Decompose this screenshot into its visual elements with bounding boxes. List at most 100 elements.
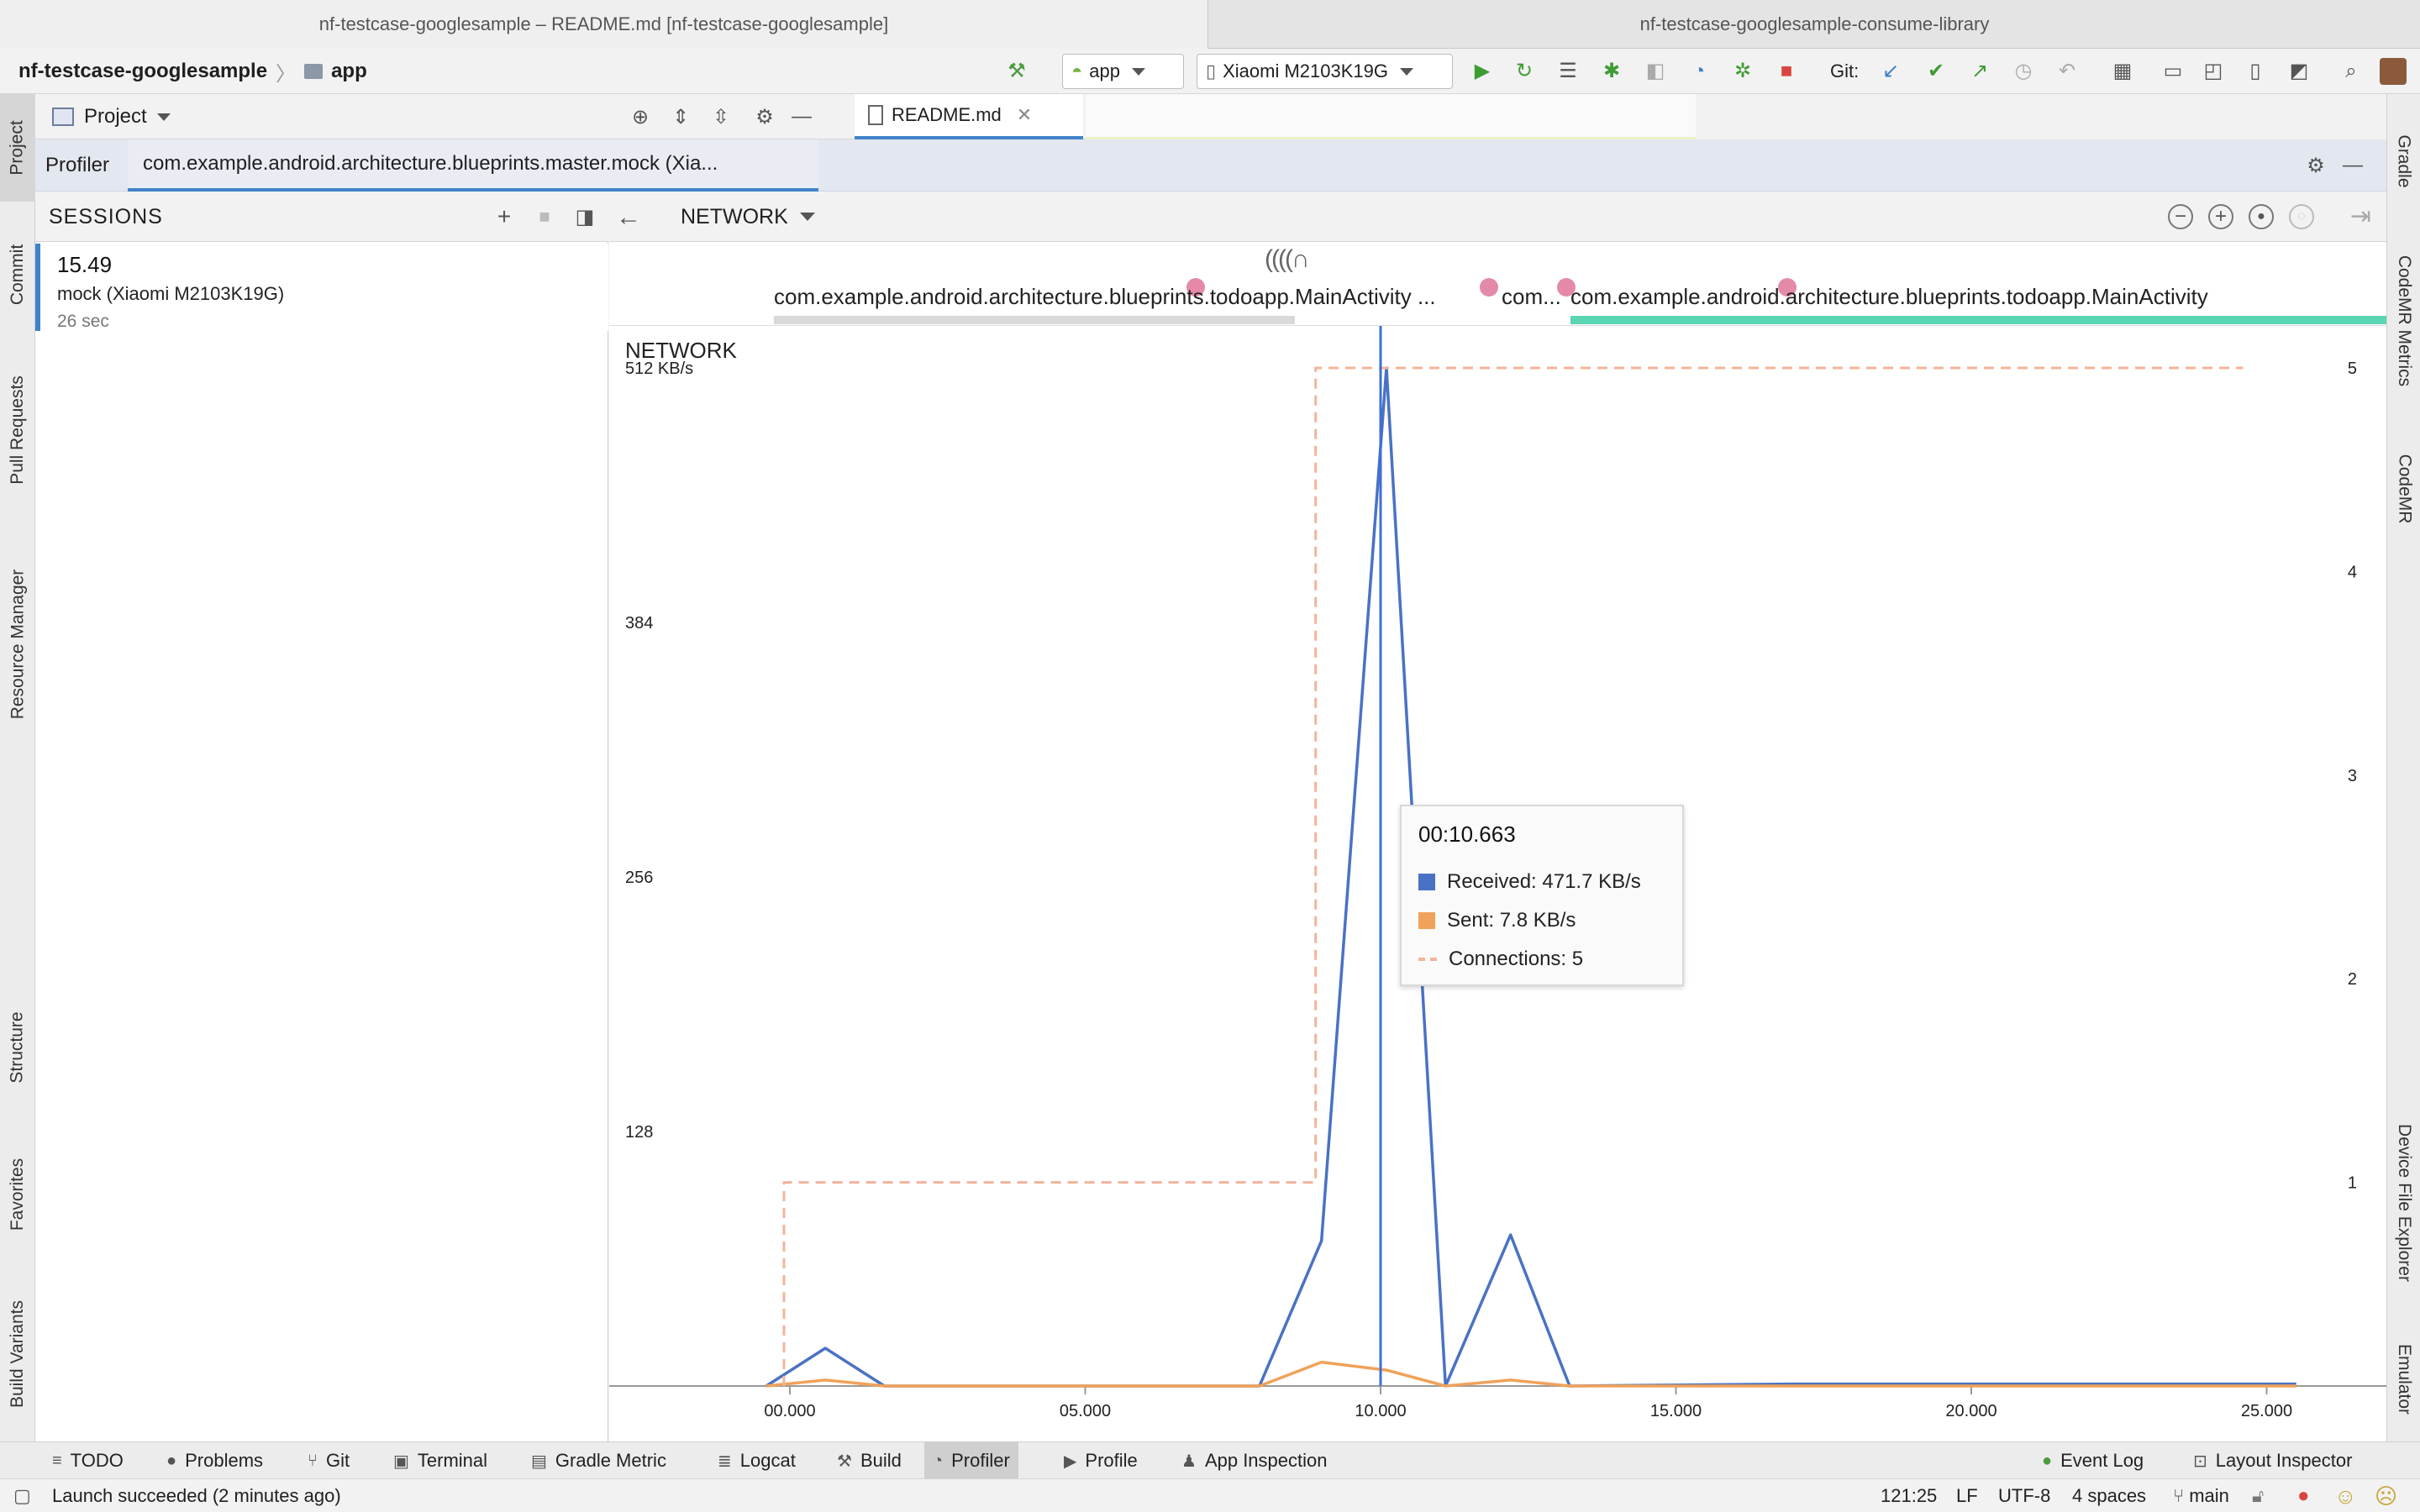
breadcrumb-project[interactable]: nf-testcase-googlesample (18, 60, 268, 82)
tool-tab-codemr-metrics[interactable]: CodeMR Metrics (2387, 228, 2420, 413)
event-dot[interactable] (1186, 278, 1205, 297)
network-chart[interactable]: 00.000 05.000 10.000 15.000 20.000 25.000 512 … (609, 326, 2386, 1441)
tool-tab-device-file-explorer[interactable]: Device File Explorer (2387, 1085, 2420, 1320)
zoom-in-icon[interactable]: + (2208, 204, 2233, 229)
bottom-tool-logcat[interactable]: ≣ Logcat (709, 1442, 804, 1479)
profile-icon[interactable]: ◔ (1692, 60, 1706, 82)
session-device: mock (Xiaomi M2103K19G) (57, 283, 285, 304)
avatar[interactable] (2380, 58, 2407, 85)
reset-zoom-icon[interactable]: ● (2249, 204, 2274, 229)
coverage-icon[interactable]: ◧ (1645, 60, 1665, 82)
zoom-out-icon[interactable]: − (2168, 204, 2193, 229)
feedback-sad-icon[interactable]: ☹ (2375, 1483, 2398, 1509)
hide-panel-icon[interactable]: — (792, 105, 812, 128)
editor-tab-readme[interactable]: README.md ✕ (855, 94, 1083, 139)
device-select[interactable]: ▯ Xiaomi M2103K19G (1197, 54, 1453, 89)
bottom-tool-profile[interactable]: ▶ Profile (1055, 1442, 1146, 1479)
back-arrow-icon[interactable]: ← (616, 203, 641, 231)
gear-icon[interactable]: ⚙ (2307, 154, 2325, 177)
window-tab-readme[interactable]: nf-testcase-googlesample – README.md [nf… (0, 0, 1208, 49)
bottom-tool-layout-inspector[interactable]: ⊡ Layout Inspector (2185, 1442, 2360, 1479)
device-manager-icon[interactable]: ▯ (2249, 60, 2261, 82)
layout-inspector-icon[interactable]: ▭ (2163, 60, 2183, 82)
feedback-happy-icon[interactable]: ☺ (2334, 1483, 2357, 1509)
file-encoding[interactable]: UTF-8 (1998, 1485, 2051, 1506)
line-ending[interactable]: LF (1956, 1485, 1978, 1506)
chevron-down-icon (1132, 67, 1146, 76)
project-panel-header: Project ⊕ ⇕ ⇳ ⚙ — README.md ✕ (35, 94, 1696, 139)
tool-tab-emulator[interactable]: Emulator (2387, 1320, 2420, 1438)
hide-panel-icon[interactable]: — (2343, 154, 2363, 176)
stop-icon[interactable]: ■ (1780, 60, 1793, 82)
toggle-sessions-panel-icon[interactable]: ◨ (575, 205, 595, 228)
session-duration: 26 sec (57, 312, 109, 331)
collapse-all-icon[interactable]: ⇳ (712, 105, 730, 129)
bottom-tool-event-log[interactable]: ● Event Log (2033, 1442, 2152, 1479)
skip-to-live-icon[interactable]: ⇥ (2349, 202, 2371, 230)
expand-all-icon[interactable]: ⇕ (671, 105, 690, 129)
select-opened-file-icon[interactable]: ⊕ (631, 105, 650, 129)
tool-tab-build-variants[interactable]: Build Variants (0, 1270, 35, 1438)
git-push-icon[interactable]: ↗ (1970, 60, 1989, 82)
run-icon[interactable]: ▶ (1474, 60, 1491, 82)
git-history-icon[interactable]: ◷ (2014, 60, 2033, 82)
terminal-icon: ▣ (393, 1452, 409, 1471)
git-label: Git: (1830, 60, 1860, 81)
project-structure-icon[interactable]: ▦ (2112, 60, 2133, 82)
profiler-session-tab[interactable]: com.example.android.architecture.bluepri… (128, 139, 818, 192)
event-dot[interactable] (1557, 278, 1576, 297)
bottom-tool-gradle-metric[interactable]: ▤ Gradle Metric (523, 1442, 675, 1479)
apply-changes-icon[interactable]: ↻ (1515, 60, 1534, 82)
activity-label[interactable]: com... (1502, 284, 1561, 309)
tool-tab-structure[interactable]: Structure (0, 984, 35, 1110)
error-indicator-icon[interactable]: ● (2297, 1484, 2310, 1507)
git-branch-widget[interactable]: ⑂ main (2173, 1479, 2229, 1512)
session-item[interactable]: 15.49 mock (Xiaomi M2103K19G) 26 sec (35, 244, 608, 331)
tool-tab-resource-manager[interactable]: Resource Manager (0, 539, 35, 749)
git-update-icon[interactable]: ↙ (1881, 60, 1900, 82)
project-view-selector[interactable]: Project (52, 94, 171, 139)
bottom-tool-build[interactable]: ⚒ Build (829, 1442, 910, 1479)
bottom-tool-terminal[interactable]: ▣ Terminal (385, 1442, 496, 1479)
tool-tab-gradle[interactable]: Gradle (2387, 102, 2420, 220)
debug-icon[interactable]: ✱ (1602, 60, 1621, 82)
avd-manager-icon[interactable]: ◰ (2203, 60, 2223, 82)
bottom-tool-profiler[interactable]: ◔ Profiler (924, 1442, 1018, 1479)
toggle-tool-windows-icon[interactable]: ▢ (13, 1485, 31, 1506)
event-dot[interactable] (1778, 278, 1797, 297)
status-message[interactable]: Launch succeeded (2 minutes ago) (52, 1485, 341, 1506)
search-icon[interactable]: ⌕ (2345, 60, 2357, 82)
bottom-tool-git[interactable]: ⑂ Git (299, 1442, 358, 1479)
tool-tab-project[interactable]: Project (0, 94, 35, 202)
apply-code-changes-icon[interactable]: ☰ (1559, 60, 1577, 82)
bottom-tool-problems[interactable]: ● Problems (158, 1442, 271, 1479)
zoom-to-selection-icon[interactable]: ◌ (2289, 204, 2314, 229)
git-rollback-icon[interactable]: ↶ (2058, 60, 2076, 82)
tool-tab-pull-requests[interactable]: Pull Requests (0, 346, 35, 514)
activity-label[interactable]: com.example.android.architecture.bluepri… (774, 284, 1436, 309)
tool-tab-favorites[interactable]: Favorites (0, 1127, 35, 1262)
git-commit-icon[interactable]: ✔ (1927, 60, 1945, 82)
bottom-tool-app-inspection[interactable]: ♟ App Inspection (1173, 1442, 1335, 1479)
tool-tab-commit[interactable]: Commit (0, 220, 35, 329)
stop-session-icon[interactable]: ■ (539, 206, 550, 227)
close-icon[interactable]: ✕ (1016, 104, 1033, 125)
y-left-tick-label: 256 (625, 869, 653, 887)
add-session-icon[interactable]: + (497, 203, 512, 229)
indent-setting[interactable]: 4 spaces (2072, 1485, 2147, 1506)
activity-label[interactable]: com.example.android.architecture.bluepri… (1570, 284, 2208, 309)
breadcrumb-module[interactable]: app (331, 60, 367, 82)
lock-icon[interactable]: 🔓︎ (2252, 1485, 2265, 1506)
event-dot[interactable] (1480, 278, 1498, 297)
sdk-manager-icon[interactable]: ◩ (2289, 60, 2309, 82)
window-tab-consume-library[interactable]: nf-testcase-googlesample-consume-library (1209, 0, 2420, 49)
bottom-tool-todo[interactable]: ≡ TODO (44, 1442, 132, 1479)
gear-icon[interactable]: ⚙ (755, 105, 774, 129)
run-config-select[interactable]: ◓ app (1062, 54, 1184, 89)
tool-tab-codemr[interactable]: CodeMR (2387, 430, 2420, 548)
tooltip-row-sent: Sent: 7.8 KB/s (1418, 901, 1665, 940)
caret-position[interactable]: 121:25 (1881, 1485, 1938, 1506)
build-hammer-icon[interactable]: ⚒ (1007, 60, 1026, 82)
attach-debugger-icon[interactable]: ✲ (1733, 60, 1752, 82)
monitor-select[interactable]: NETWORK (681, 192, 815, 242)
